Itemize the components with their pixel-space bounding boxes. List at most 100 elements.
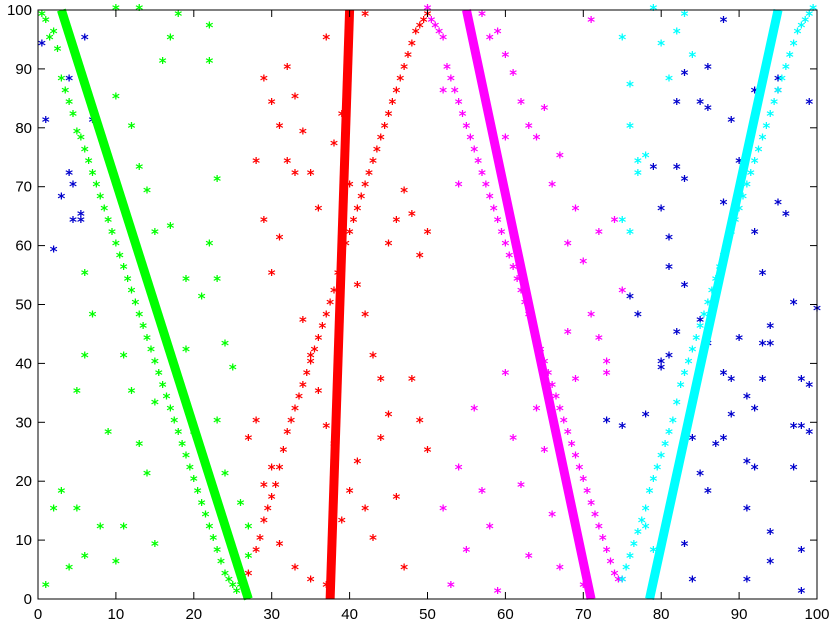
data-point: * (330, 136, 339, 154)
data-point: * (162, 390, 171, 408)
data-point: * (633, 525, 642, 543)
data-point: * (65, 95, 74, 113)
data-point: * (174, 425, 183, 443)
data-point: * (111, 555, 120, 573)
data-point: * (626, 119, 635, 137)
data-point: * (193, 484, 202, 502)
data-point: * (415, 413, 424, 431)
data-point: * (680, 66, 689, 84)
data-point: * (104, 213, 113, 231)
data-point: * (80, 266, 89, 284)
data-point: * (478, 7, 487, 25)
data-point: * (485, 189, 494, 207)
y-tick-label: 20 (15, 473, 32, 490)
data-point: * (224, 572, 233, 590)
data-point: * (306, 572, 315, 590)
data-point: * (540, 443, 549, 461)
trend-line (462, 9, 596, 600)
data-point: * (197, 496, 206, 514)
data-point: * (220, 566, 229, 584)
data-point: * (676, 378, 685, 396)
data-point: * (594, 331, 603, 349)
data-point: * (509, 431, 518, 449)
data-point: * (703, 101, 712, 119)
data-point: * (680, 7, 689, 25)
y-tick-label: 30 (15, 414, 32, 431)
data-point: * (587, 307, 596, 325)
data-point: * (738, 189, 747, 207)
data-point: * (664, 72, 673, 90)
data-point: * (692, 331, 701, 349)
data-point: * (275, 231, 284, 249)
data-point: * (166, 219, 175, 237)
data-point: * (135, 307, 144, 325)
data-point: * (259, 478, 268, 496)
data-point: * (805, 7, 814, 25)
data-point: * (559, 413, 568, 431)
data-point: * (283, 60, 292, 78)
data-point: * (703, 60, 712, 78)
data-point: * (291, 166, 300, 184)
data-point: * (146, 343, 155, 361)
data-point: * (76, 213, 85, 231)
x-tick-label: 50 (419, 606, 436, 623)
data-point: * (123, 272, 132, 290)
data-point: * (439, 502, 448, 520)
data-point: * (766, 525, 775, 543)
data-point: * (633, 307, 642, 325)
data-point: * (688, 343, 697, 361)
data-point: * (111, 237, 120, 255)
data-point: * (618, 572, 627, 590)
data-point: * (357, 189, 366, 207)
trend-line (645, 9, 783, 600)
data-point: * (139, 319, 148, 337)
data-point: * (135, 437, 144, 455)
data-point: * (127, 384, 136, 402)
axis-ticks (37, 9, 818, 600)
data-point: * (228, 578, 237, 596)
data-point: * (283, 154, 292, 172)
data-point: * (314, 331, 323, 349)
data-point: * (618, 213, 627, 231)
data-point: * (181, 449, 190, 467)
data-point: * (688, 572, 697, 590)
data-point: * (696, 313, 705, 331)
data-point: * (92, 178, 101, 196)
data-point: * (279, 443, 288, 461)
data-point: * (735, 331, 744, 349)
data-point: * (213, 413, 222, 431)
data-point: * (69, 107, 78, 125)
data-point: * (789, 36, 798, 54)
trend-line (325, 9, 355, 600)
data-point: * (427, 13, 436, 31)
data-point: * (657, 36, 666, 54)
data-point: * (610, 213, 619, 231)
data-point: * (797, 584, 806, 602)
data-point: * (197, 290, 206, 308)
data-point: * (563, 237, 572, 255)
data-point: * (291, 561, 300, 579)
data-point: * (758, 337, 767, 355)
data-point: * (205, 19, 214, 37)
data-point: * (719, 366, 728, 384)
data-point: * (61, 83, 70, 101)
data-point: * (481, 178, 490, 196)
data-point: * (111, 89, 120, 107)
data-point: * (411, 25, 420, 43)
data-point: * (181, 343, 190, 361)
data-point: * (326, 296, 335, 314)
data-point: * (501, 131, 510, 149)
data-point: * (602, 543, 611, 561)
data-point: * (178, 437, 187, 455)
data-point: * (668, 413, 677, 431)
data-point: * (774, 72, 783, 90)
data-point: * (680, 366, 689, 384)
data-point: * (150, 537, 159, 555)
tick-labels: 0 10 20 30 40 50 60 70 80 90 100 0 10 20 30 40 50 60 70 80 9… (7, 2, 830, 623)
data-point: * (575, 460, 584, 478)
data-point: * (49, 502, 58, 520)
data-point: * (774, 83, 783, 101)
data-point: * (446, 578, 455, 596)
data-point: * (396, 72, 405, 90)
